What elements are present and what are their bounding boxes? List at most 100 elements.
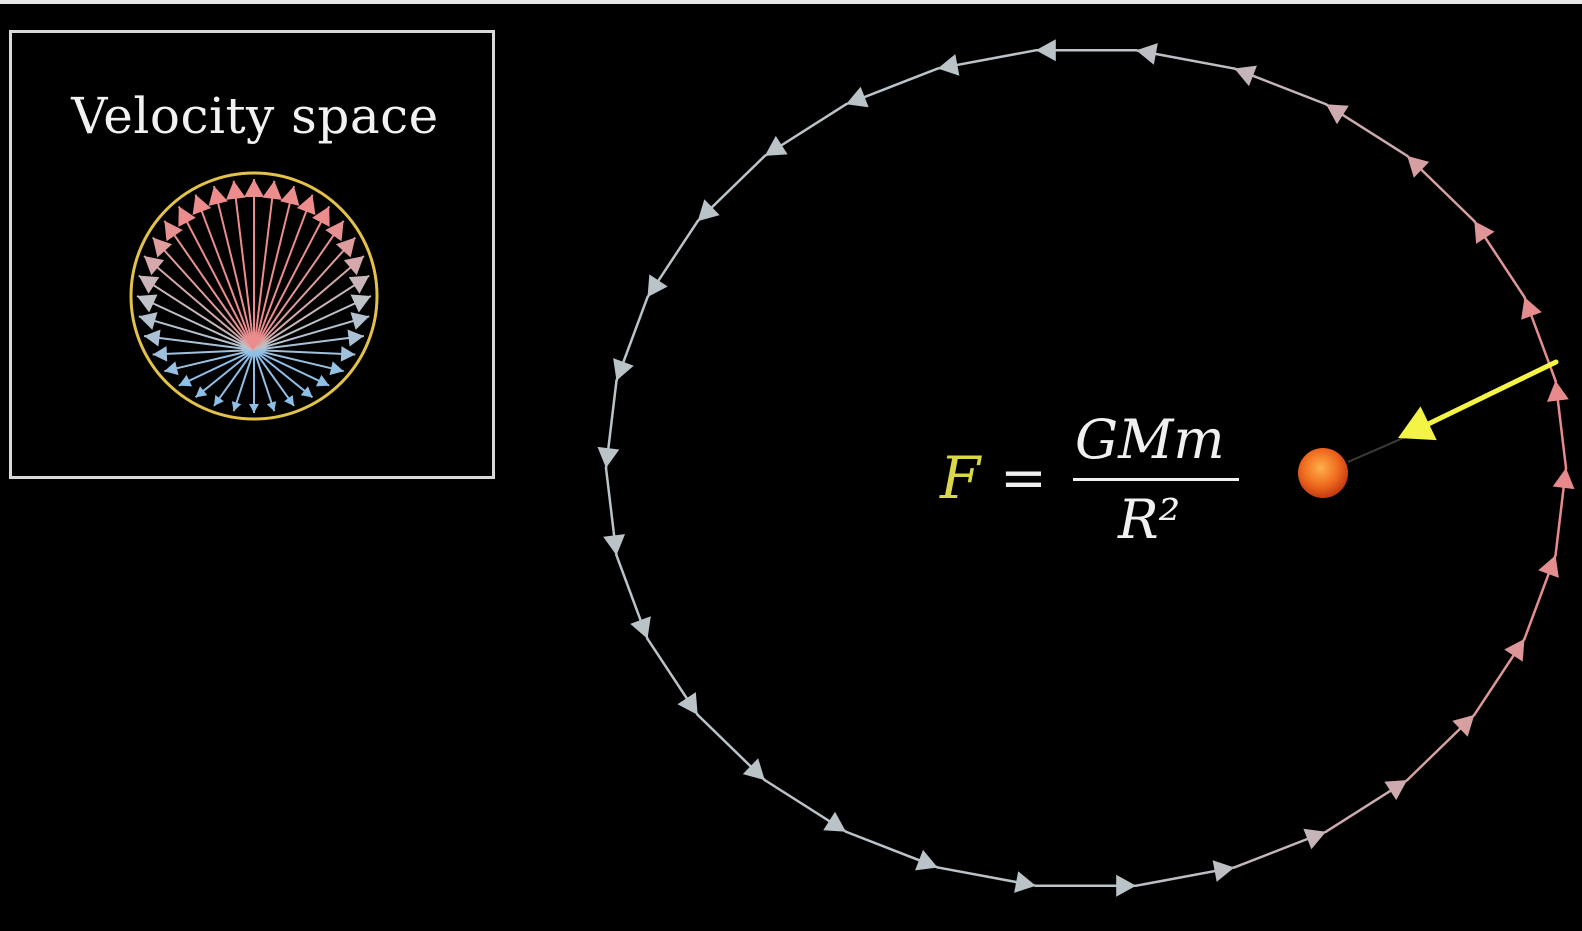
force-arrowhead — [1398, 406, 1437, 441]
orbit-arrowhead — [937, 54, 960, 76]
velocity-vector-head — [231, 401, 242, 412]
orbit-arrowhead — [742, 758, 765, 781]
velocity-vector-head — [249, 404, 259, 413]
velocity-vector-head — [300, 386, 313, 398]
orbit-arrowhead — [647, 274, 668, 298]
velocity-space-title: Velocity space — [71, 87, 439, 145]
formula-numerator: GMm — [1075, 408, 1225, 471]
formula-fraction-bar — [1073, 478, 1239, 481]
velocity-vector-head — [144, 329, 161, 347]
velocity-vector-head — [329, 361, 344, 376]
velocity-vector-head — [266, 401, 277, 412]
velocity-vector-head — [192, 194, 212, 216]
velocity-vector — [164, 349, 255, 373]
velocity-vector — [213, 349, 255, 407]
velocity-vector — [143, 335, 255, 351]
velocity-vector — [253, 274, 370, 351]
velocity-vector-head — [138, 275, 160, 294]
velocity-vector — [232, 180, 255, 351]
orbit-arrowhead — [597, 446, 620, 468]
orbit-arrowhead — [630, 616, 651, 639]
velocity-vector — [178, 349, 255, 387]
velocity-vector — [194, 194, 255, 351]
orbit-arrowhead — [1212, 860, 1235, 882]
orbit-arrowhead — [1384, 780, 1408, 801]
force-line — [1417, 359, 1559, 431]
velocity-vector — [253, 349, 295, 407]
velocity-vector — [253, 194, 314, 351]
velocity-vector — [253, 349, 356, 356]
velocity-vector — [253, 255, 365, 351]
orbit-arrowhead — [1452, 714, 1475, 737]
velocity-vector-head — [178, 374, 193, 387]
velocity-vector-head — [152, 346, 168, 362]
orbit-arrowhead — [1326, 104, 1349, 125]
velocity-vector-head — [340, 346, 356, 362]
velocity-space-panel: Velocity space — [9, 30, 495, 479]
orbit-arrowhead — [1546, 380, 1569, 402]
orbit-arrowhead — [697, 199, 720, 222]
velocity-vector-head — [138, 312, 158, 330]
force-line-faint — [1347, 434, 1411, 463]
velocity-vector-head — [152, 237, 173, 258]
formula-force-symbol: F — [940, 444, 981, 512]
velocity-vector-head — [312, 206, 330, 227]
sun — [1298, 448, 1348, 498]
velocity-vector — [253, 180, 276, 351]
velocity-vector-head — [208, 186, 228, 206]
orbit-arrowhead — [1407, 155, 1430, 178]
orbit-arrowhead — [846, 86, 869, 108]
velocity-vector — [253, 236, 357, 351]
velocity-hodograph — [129, 171, 379, 421]
velocity-vector — [213, 185, 255, 351]
velocity-vector-head — [262, 180, 283, 200]
velocity-vector-head — [347, 329, 364, 347]
velocity-vector — [253, 205, 331, 351]
velocity-vector-head — [144, 255, 165, 276]
orbit-velocity-arrows — [597, 39, 1575, 897]
velocity-vector-head — [315, 374, 330, 387]
orbit-arrowhead — [1504, 638, 1525, 662]
orbit-arrowhead — [823, 811, 846, 832]
orbit-arrowhead — [1474, 221, 1495, 244]
velocity-vector — [151, 236, 255, 351]
velocity-vector — [152, 349, 255, 356]
velocity-vector-head — [225, 180, 246, 200]
velocity-vector — [253, 349, 344, 373]
velocity-vector-head — [325, 220, 344, 242]
orbit-arrowhead — [1303, 828, 1326, 850]
velocity-vector — [253, 295, 372, 351]
velocity-vector — [253, 315, 370, 351]
velocity-vector-head — [284, 395, 295, 406]
orbit-arrowhead — [1014, 871, 1036, 893]
velocity-vector — [163, 220, 255, 351]
velocity-vector — [138, 274, 255, 351]
formula-denominator: R² — [1118, 488, 1181, 551]
velocity-vector — [253, 349, 314, 399]
orbit-arrowhead — [613, 358, 634, 381]
velocity-vector-head — [137, 294, 158, 313]
velocity-vector-head — [213, 395, 224, 406]
orbit-arrowhead — [764, 135, 788, 156]
velocity-vector — [253, 220, 345, 351]
velocity-vector — [253, 185, 295, 351]
velocity-vector-head — [348, 275, 370, 294]
velocity-vector-head — [178, 206, 196, 227]
orbit-arrowhead — [603, 534, 626, 556]
velocity-vector-head — [335, 237, 356, 258]
velocity-vector — [253, 349, 276, 412]
velocity-vector — [136, 295, 255, 351]
velocity-vector-head — [343, 255, 364, 276]
velocity-vector-head — [296, 194, 316, 216]
top-border-strip — [0, 0, 1582, 4]
velocity-vector — [232, 349, 255, 412]
velocity-vector-head — [280, 186, 300, 206]
orbit-arrowhead — [1521, 297, 1542, 320]
velocity-vector-head — [350, 294, 371, 313]
velocity-vector — [253, 335, 365, 351]
orbit-arrowhead — [1136, 43, 1158, 65]
velocity-vector-head — [244, 179, 264, 197]
velocity-vector — [143, 255, 255, 351]
orbit-arrowhead — [1116, 874, 1137, 897]
